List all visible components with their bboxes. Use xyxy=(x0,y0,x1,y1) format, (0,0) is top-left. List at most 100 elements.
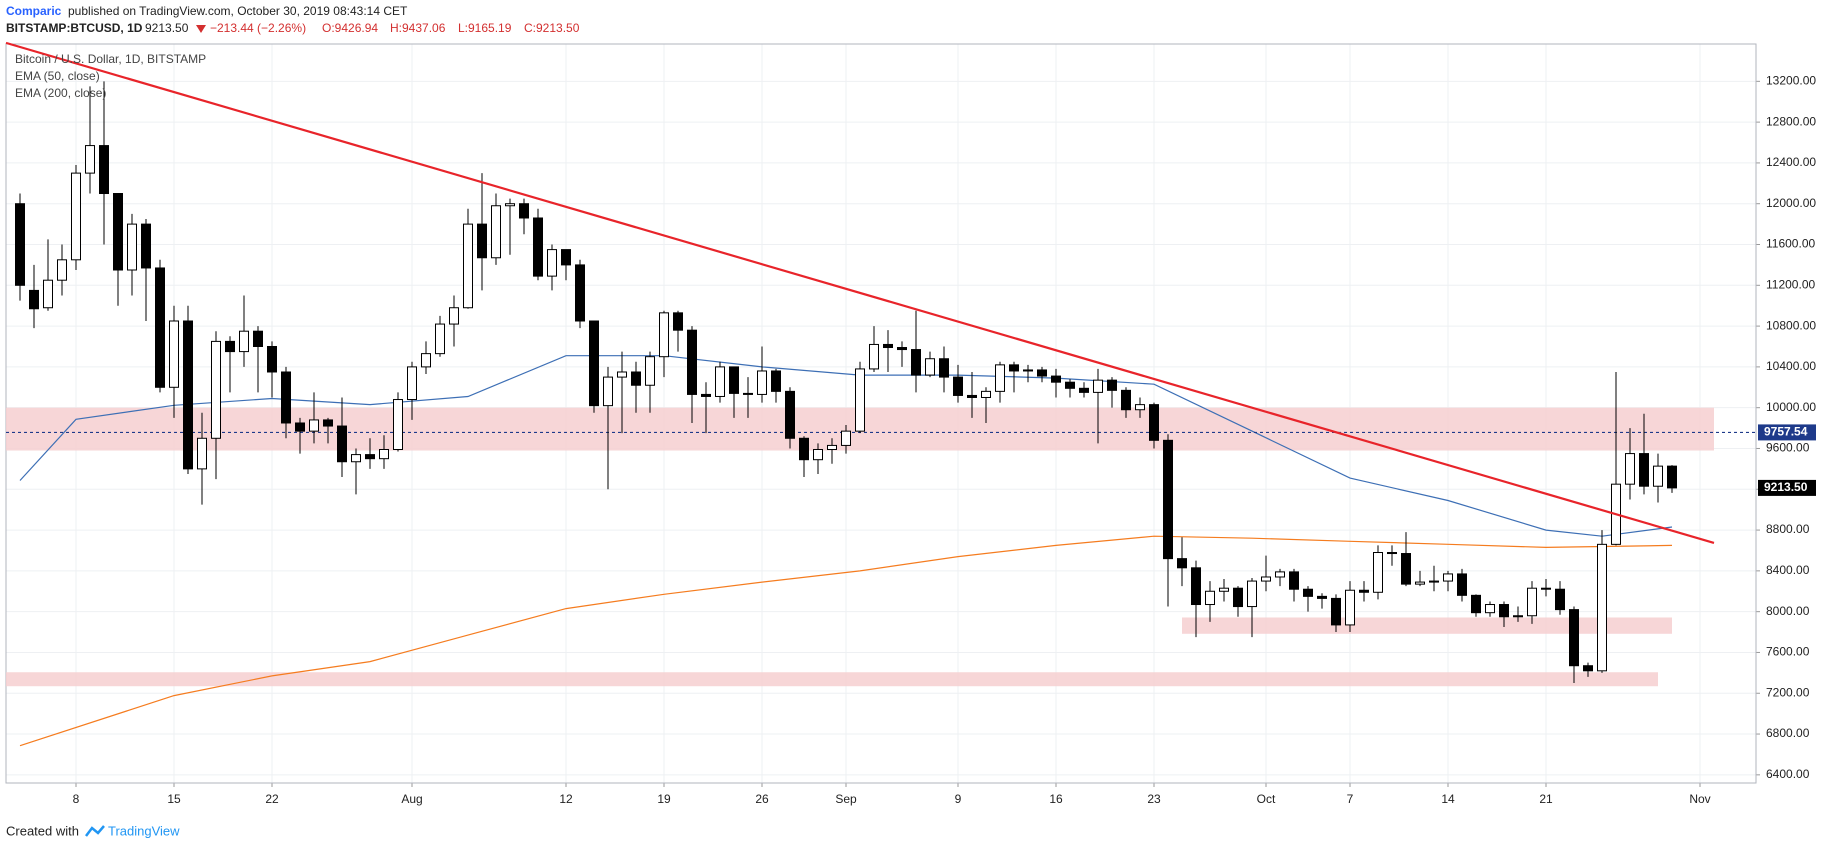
candle-body xyxy=(1541,587,1551,590)
candle-body xyxy=(351,454,361,463)
candle-body xyxy=(1387,552,1397,555)
candle-body xyxy=(827,444,837,451)
candle-body xyxy=(603,376,613,407)
x-tick-label: 8 xyxy=(73,792,80,806)
x-tick-label: 26 xyxy=(755,792,769,806)
candle-body xyxy=(463,223,473,309)
x-tick-label: 9 xyxy=(955,792,962,806)
candle-body xyxy=(155,267,165,388)
candle-body xyxy=(1205,590,1215,606)
ohlc-high: H:9437.06 xyxy=(390,21,446,35)
candle-body xyxy=(1457,573,1467,596)
candle-body xyxy=(1261,576,1271,582)
candle-body xyxy=(757,370,767,395)
last: 9213.50 xyxy=(145,21,189,35)
candle-body xyxy=(323,419,333,427)
candle-body xyxy=(1555,588,1565,611)
candle-body xyxy=(393,399,403,451)
candle-body xyxy=(967,394,977,398)
candle-body xyxy=(617,371,627,378)
candle-body xyxy=(1583,665,1593,672)
candle-body xyxy=(1653,465,1663,487)
candle-body xyxy=(855,368,865,432)
candle-body xyxy=(813,449,823,461)
candle-body xyxy=(911,349,921,376)
candle-body xyxy=(141,223,151,269)
candle-body xyxy=(239,330,249,353)
ema-line xyxy=(19,535,1673,747)
candle-body xyxy=(785,390,795,439)
candle-body xyxy=(1079,387,1089,393)
change: −213.44 (−2.26%) xyxy=(210,21,306,35)
y-tick-label: 7200.00 xyxy=(1766,685,1810,699)
price-label: 9757.54 xyxy=(1764,425,1808,439)
footer-brand[interactable]: TradingView xyxy=(108,823,180,838)
plot: 6400.00 6800.00 7200.00 7600.00 8000.00 8400.… xyxy=(5,41,1816,806)
y-tick-label: 11200.00 xyxy=(1766,277,1815,291)
candle-body xyxy=(1065,381,1075,389)
x-tick-label: 7 xyxy=(1347,792,1354,806)
candle-body xyxy=(421,353,431,368)
candle-body xyxy=(771,370,781,392)
candle-body xyxy=(1527,587,1537,617)
y-tick-label: 7600.00 xyxy=(1766,645,1810,659)
footer-created: Created with xyxy=(6,823,79,838)
author[interactable]: Comparic xyxy=(6,4,62,18)
x-tick-label: 22 xyxy=(265,792,279,806)
candle-body xyxy=(1345,589,1355,626)
candle-body xyxy=(1233,587,1243,608)
candle-body xyxy=(1499,604,1509,618)
candle-body xyxy=(841,430,851,446)
candle-body xyxy=(799,437,809,461)
candle-body xyxy=(99,145,109,195)
ohlc-low: L:9165.19 xyxy=(458,21,512,35)
candle-body xyxy=(15,203,25,286)
candle-body xyxy=(575,264,585,322)
candle-body xyxy=(57,259,67,281)
candle-body xyxy=(169,320,179,388)
candle-body xyxy=(1317,595,1327,599)
zone xyxy=(6,672,1658,687)
x-tick-label: 16 xyxy=(1049,792,1063,806)
x-tick-label: 12 xyxy=(559,792,573,806)
price-label-box xyxy=(1758,424,1816,441)
candle-body xyxy=(477,223,487,259)
candle-body xyxy=(869,343,879,370)
candle-body xyxy=(435,323,445,355)
candle-body xyxy=(897,347,907,351)
candle-body xyxy=(113,193,123,271)
ohlc-close: C:9213.50 xyxy=(524,21,580,35)
candle-body xyxy=(71,172,81,261)
candle-body xyxy=(1639,453,1649,487)
candle-body xyxy=(1401,553,1411,585)
candle-body xyxy=(1471,594,1481,614)
candle-body xyxy=(995,364,1005,392)
candle-body xyxy=(1513,615,1523,618)
candle-body xyxy=(29,289,39,310)
candle-body xyxy=(1289,571,1299,590)
y-tick-label: 12800.00 xyxy=(1766,114,1816,128)
candle-body xyxy=(1009,364,1019,372)
candle-body xyxy=(1359,589,1369,593)
y-tick-label: 6400.00 xyxy=(1766,767,1810,781)
candle-body xyxy=(407,366,417,401)
last-price-box xyxy=(1758,479,1816,496)
candle-body xyxy=(1625,453,1635,485)
candle-body xyxy=(491,205,501,259)
candle-body xyxy=(1219,587,1229,592)
candle-body xyxy=(1135,404,1145,411)
candle-body xyxy=(1191,567,1201,606)
candle-body xyxy=(1275,571,1285,578)
candle-body xyxy=(519,203,529,219)
legend-entry: EMA (200, close) xyxy=(15,86,106,100)
legend-entry: EMA (50, close) xyxy=(15,69,100,83)
candle-body xyxy=(659,312,669,358)
candle-body xyxy=(1093,379,1103,393)
y-tick-label: 8000.00 xyxy=(1766,604,1810,618)
last-price-label: 9213.50 xyxy=(1764,480,1808,494)
candle-body xyxy=(85,145,95,174)
published: published on TradingView.com, October 30… xyxy=(68,4,408,18)
candle-body xyxy=(547,249,557,277)
